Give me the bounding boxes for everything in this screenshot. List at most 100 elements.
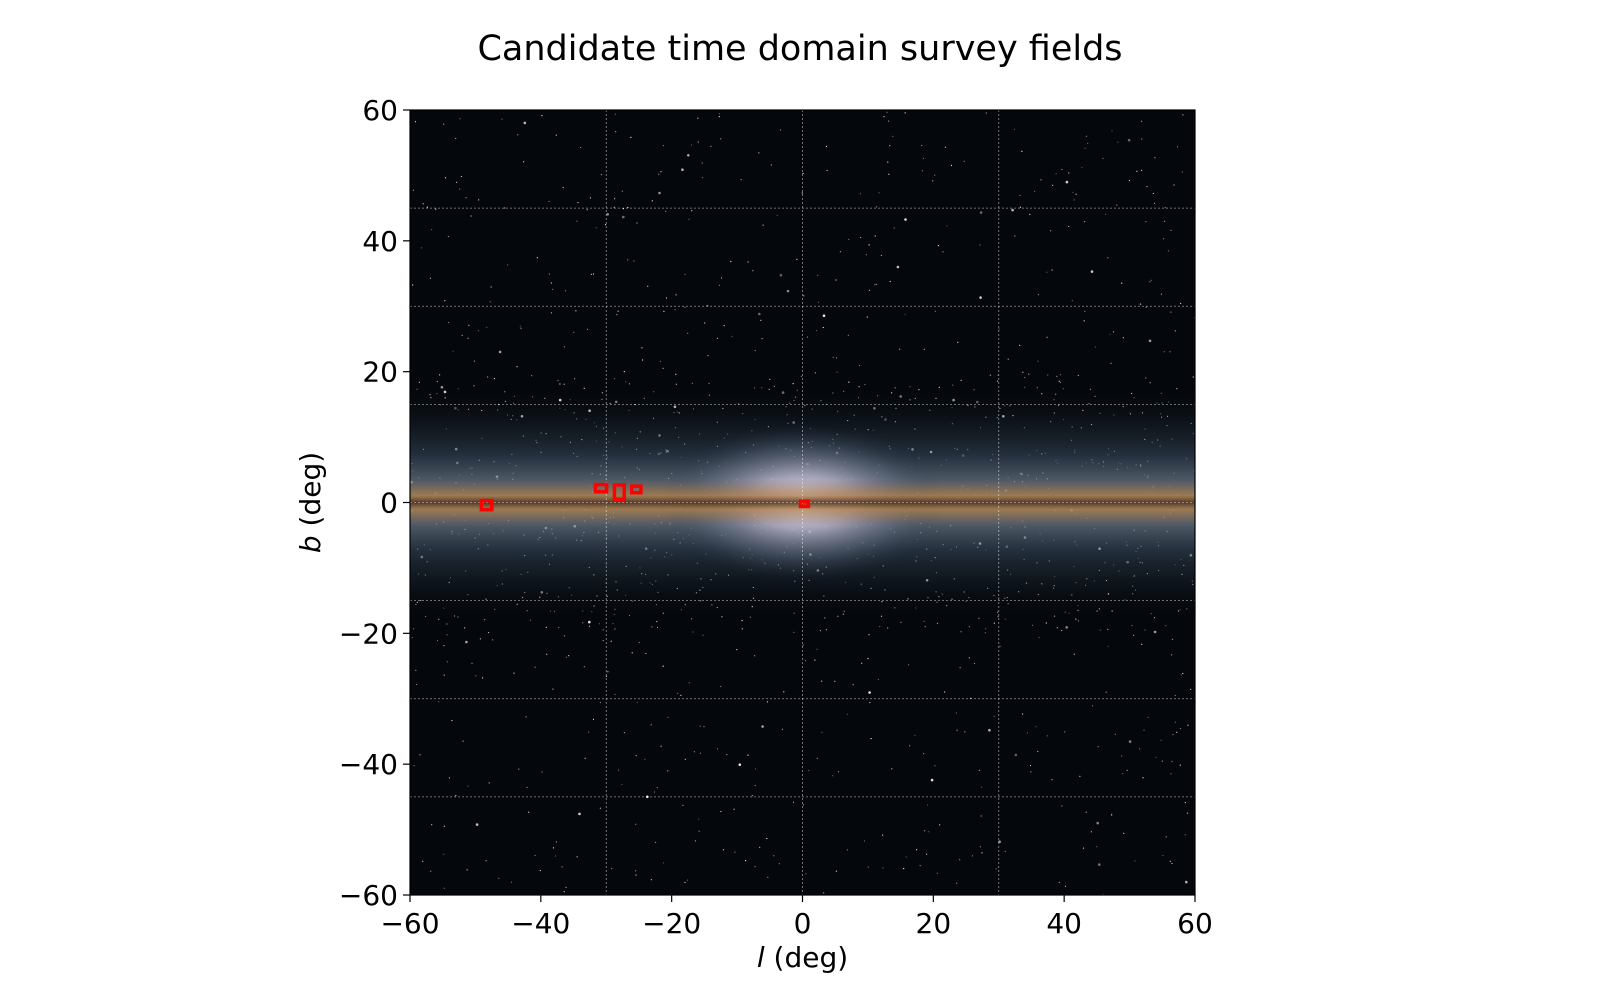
star <box>822 326 824 329</box>
star <box>1056 627 1058 629</box>
star <box>1058 881 1060 884</box>
star <box>545 626 547 628</box>
star <box>660 745 662 747</box>
star <box>436 380 438 383</box>
star <box>959 667 961 669</box>
star <box>718 284 721 286</box>
star <box>896 265 900 269</box>
x-tick-label: −60 <box>380 907 439 940</box>
star <box>801 192 803 194</box>
star <box>1084 221 1086 223</box>
star <box>638 641 640 644</box>
x-tick-label: −40 <box>511 907 570 940</box>
star <box>623 371 625 373</box>
star <box>1171 638 1174 640</box>
star <box>568 655 570 657</box>
star <box>919 865 921 867</box>
star <box>610 640 612 642</box>
star <box>563 346 566 348</box>
star <box>934 174 936 176</box>
star <box>1180 302 1182 305</box>
star <box>973 662 976 665</box>
star <box>766 837 768 840</box>
star <box>658 191 661 195</box>
star <box>513 672 515 674</box>
star <box>598 623 601 625</box>
star <box>412 189 414 191</box>
star <box>554 855 557 857</box>
star <box>761 725 764 728</box>
star <box>741 628 743 630</box>
star <box>930 778 934 782</box>
star <box>477 330 480 332</box>
star <box>882 834 884 836</box>
star <box>731 335 733 337</box>
star <box>1160 739 1162 742</box>
star <box>467 337 469 339</box>
star <box>465 640 468 644</box>
star <box>826 169 828 172</box>
star <box>1187 724 1189 726</box>
x-axis-label: l (deg) <box>757 941 848 974</box>
star <box>868 244 870 246</box>
star <box>426 206 428 208</box>
star <box>443 123 445 125</box>
star <box>565 886 567 888</box>
star <box>1147 716 1149 718</box>
star <box>651 626 653 628</box>
star <box>936 872 938 874</box>
star <box>803 644 805 646</box>
star <box>681 168 684 171</box>
star <box>722 849 725 851</box>
star <box>655 841 657 844</box>
star <box>1141 643 1143 646</box>
star <box>1013 128 1016 130</box>
star <box>523 161 525 163</box>
star <box>1046 735 1048 737</box>
star <box>861 662 863 664</box>
star <box>614 113 617 115</box>
star <box>701 162 703 164</box>
star <box>548 273 551 275</box>
star <box>684 306 686 308</box>
star <box>836 371 838 373</box>
star <box>1185 880 1188 884</box>
star <box>592 718 595 721</box>
star <box>984 632 986 634</box>
star <box>698 818 700 820</box>
star <box>937 245 940 247</box>
star <box>904 112 906 114</box>
star <box>438 701 440 703</box>
star <box>754 866 756 868</box>
star <box>934 765 936 767</box>
star <box>552 288 554 290</box>
y-tick-label: 40 <box>362 225 398 258</box>
star <box>675 383 678 385</box>
star <box>1068 172 1070 174</box>
star <box>582 622 584 624</box>
star <box>1014 753 1018 757</box>
star <box>656 626 659 629</box>
star <box>412 284 414 286</box>
star <box>697 141 699 143</box>
star <box>1030 771 1032 773</box>
star <box>1154 157 1156 159</box>
star <box>448 321 450 324</box>
star <box>808 769 810 772</box>
x-tick-label: 0 <box>794 907 812 940</box>
star <box>635 823 637 825</box>
star <box>1171 760 1173 763</box>
star <box>716 337 719 339</box>
star <box>1019 206 1022 208</box>
x-tick-label: 40 <box>1046 907 1082 940</box>
star <box>1111 814 1113 817</box>
star <box>1073 653 1075 655</box>
star <box>1144 629 1146 631</box>
star <box>741 620 743 622</box>
star <box>1145 377 1147 379</box>
star <box>1083 320 1085 322</box>
star <box>852 684 854 686</box>
star <box>691 210 693 212</box>
star <box>835 357 838 359</box>
star <box>932 180 934 182</box>
